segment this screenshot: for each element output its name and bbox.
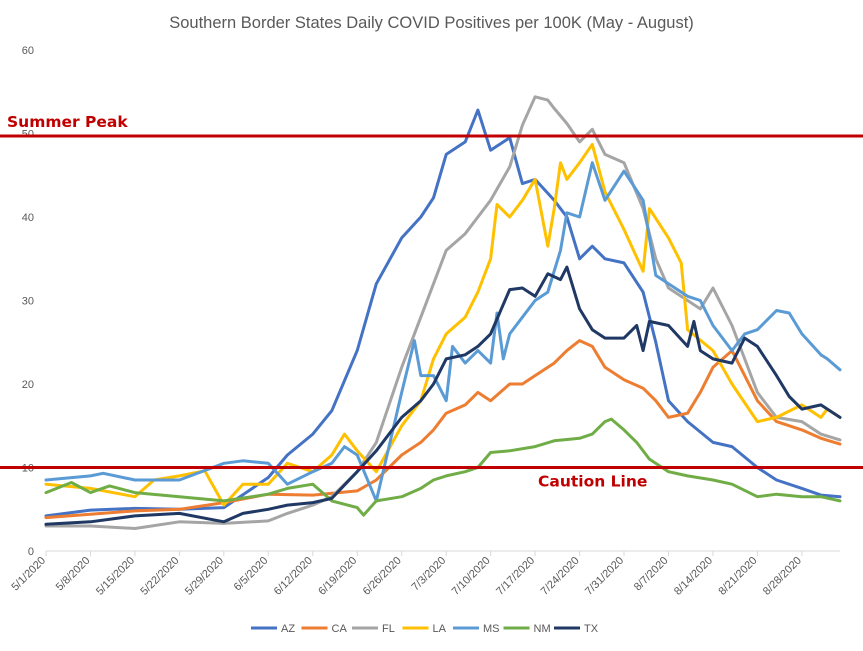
x-tick-label: 5/8/2020 <box>54 555 93 594</box>
legend-label-az: AZ <box>281 623 295 635</box>
reference-lines: Summer Peak Caution Line <box>0 113 863 491</box>
y-tick-label: 0 <box>28 546 34 558</box>
y-tick-label: 40 <box>22 212 34 224</box>
legend: AZ CA FL LA MS NM TX <box>251 623 599 635</box>
x-tick-label: 5/1/2020 <box>9 555 48 594</box>
x-tick-label: 8/7/2020 <box>632 555 671 594</box>
legend-label-tx: TX <box>584 623 599 635</box>
x-tick-label: 8/21/2020 <box>716 555 759 598</box>
series-line-ca <box>44 339 842 520</box>
x-axis: 5/1/2020 5/8/2020 5/15/2020 5/22/2020 5/29/2… <box>9 550 840 598</box>
x-tick-label: 7/17/2020 <box>494 555 537 598</box>
reference-label-summer-peak: Summer Peak <box>7 113 128 131</box>
x-tick-label: 7/10/2020 <box>450 555 493 598</box>
x-tick-label: 7/3/2020 <box>410 555 449 594</box>
x-tick-label: 5/22/2020 <box>138 555 181 598</box>
x-tick-label: 6/12/2020 <box>272 555 315 598</box>
x-tick-label: 7/24/2020 <box>539 555 582 598</box>
legend-label-la: LA <box>433 623 447 635</box>
series-line-la <box>44 142 842 507</box>
series-line-az <box>44 108 842 518</box>
x-tick-label: 8/28/2020 <box>761 555 804 598</box>
reference-label-caution-line: Caution Line <box>538 473 647 491</box>
y-tick-label: 60 <box>22 45 34 57</box>
series-layer <box>44 95 842 530</box>
x-tick-label: 6/26/2020 <box>361 555 404 598</box>
x-tick-label: 5/15/2020 <box>94 555 137 598</box>
x-tick-label: 8/14/2020 <box>672 555 715 598</box>
series-line-nm <box>44 417 842 517</box>
legend-label-ca: CA <box>332 623 348 635</box>
x-tick-label: 5/29/2020 <box>183 555 226 598</box>
x-tick-label: 7/31/2020 <box>583 555 626 598</box>
series-line-fl <box>44 95 842 530</box>
x-tick-label: 6/19/2020 <box>316 555 359 598</box>
legend-label-nm: NM <box>534 623 551 635</box>
legend-label-ms: MS <box>483 623 500 635</box>
legend-label-fl: FL <box>382 623 395 635</box>
series-line-ms <box>44 161 842 503</box>
chart-title: Southern Border States Daily COVID Posit… <box>169 14 694 32</box>
series-line-tx <box>44 265 842 526</box>
y-tick-label: 30 <box>22 296 34 308</box>
x-tick-label: 6/5/2020 <box>232 555 271 594</box>
y-tick-label: 20 <box>22 379 34 391</box>
